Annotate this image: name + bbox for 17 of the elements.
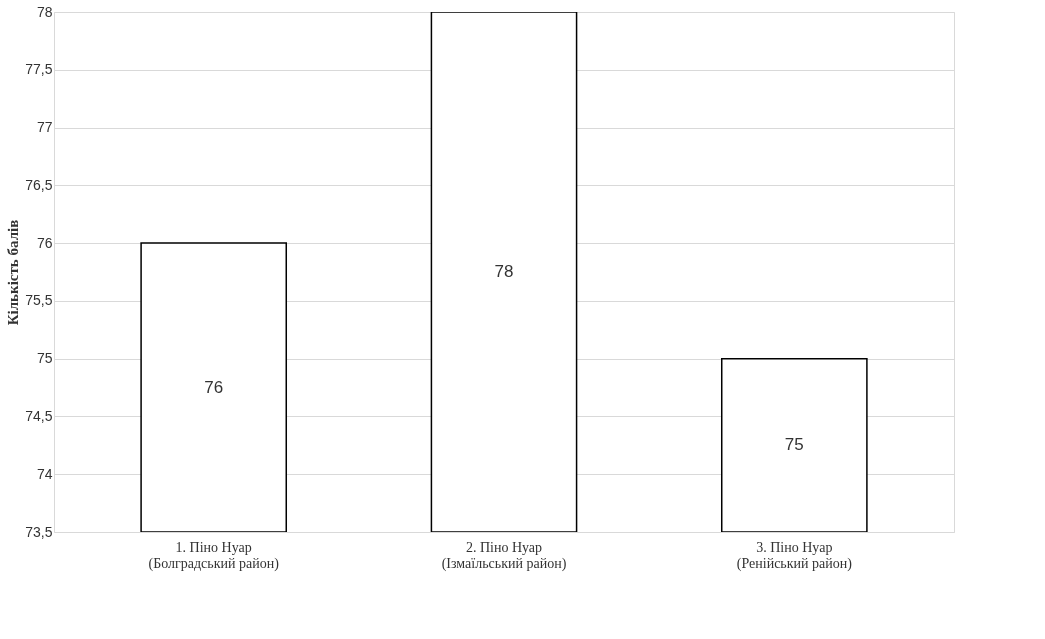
y-tick-label: 77,5: [25, 61, 53, 78]
data-label: 78: [494, 262, 514, 281]
y-axis-title: Кількість балів: [5, 219, 22, 326]
y-tick-label: 74: [36, 465, 53, 482]
y-tick-label: 74,5: [25, 407, 53, 424]
x-tick-label: 3. Піно Нуар (Ренійський район): [736, 539, 853, 572]
y-tick-label: 78: [36, 3, 53, 20]
x-tick-label: 2. Піно Нуар (Ізмаїльський район): [441, 539, 567, 572]
y-tick-label: 73,5: [25, 523, 53, 540]
y-tick-label: 77: [36, 119, 53, 136]
data-label: 75: [784, 435, 804, 455]
y-tick-label: 75: [36, 350, 53, 367]
data-label: 76: [204, 377, 224, 397]
y-tick-label: 75,5: [25, 292, 53, 309]
x-tick-label: 1. Піно Нуар (Болградський район): [148, 539, 280, 572]
y-tick-label: 76: [36, 234, 53, 251]
y-tick-label: 76,5: [25, 176, 53, 193]
